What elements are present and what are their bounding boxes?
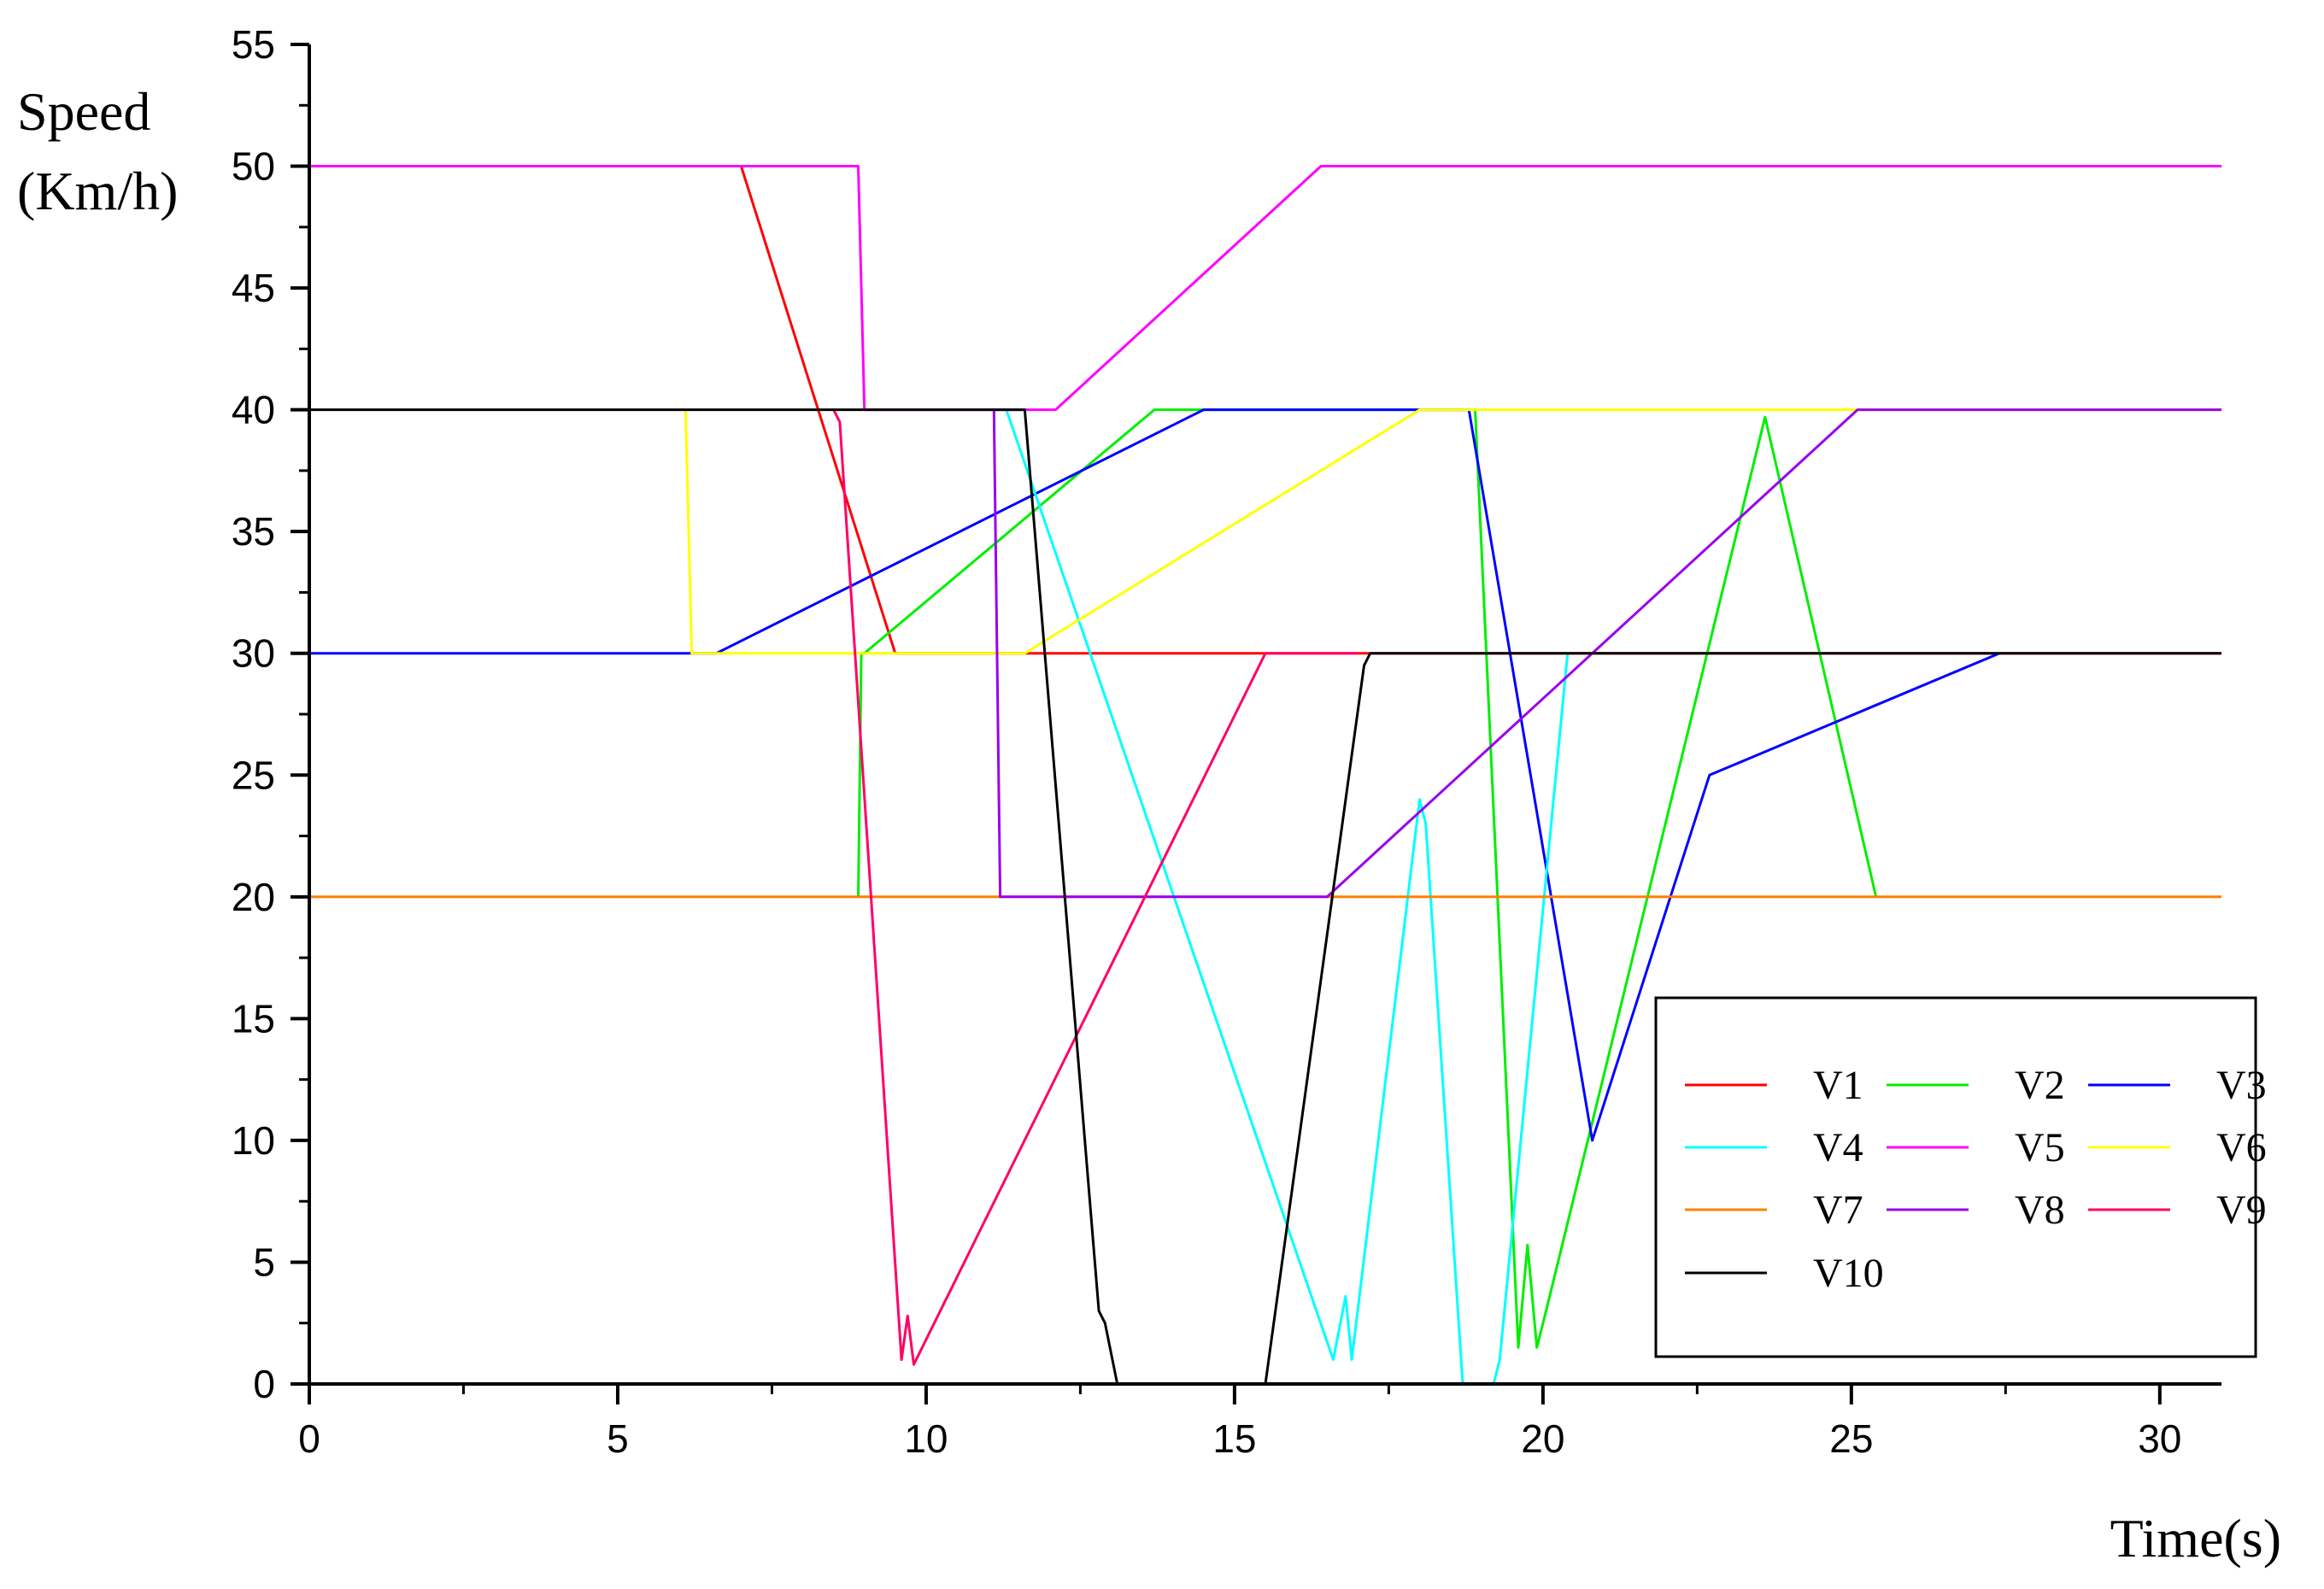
x-tick-label: 15 [1212, 1416, 1256, 1461]
y-tick-label: 10 [232, 1118, 275, 1163]
legend-label-v5: V5 [2015, 1125, 2065, 1170]
y-tick-label: 15 [232, 996, 275, 1041]
y-tick-label: 45 [232, 266, 275, 310]
axes-layer: 0 5 10 15 20 25 30 0 5 10 15 20 25 30 35 40 45 50 55 [232, 22, 2221, 1461]
legend-label-v1: V1 [1813, 1063, 1863, 1108]
legend: V1 V2 V3 V4 V5 V6 V7 V8 V9 V10 [1654, 996, 2267, 1358]
legend-box [1654, 996, 2257, 1358]
x-tick-label: 20 [1521, 1416, 1564, 1461]
y-tick-label: 50 [232, 144, 275, 189]
y-tick-label: 20 [232, 875, 275, 919]
y-axis-title-line1: Speed [17, 81, 150, 142]
legend-label-v10: V10 [1813, 1251, 1884, 1296]
series-line-v4 [1005, 409, 1570, 1386]
series-line-v5 [309, 165, 2221, 412]
y-tick-label: 40 [232, 388, 275, 432]
y-tick-label: 30 [232, 631, 275, 676]
legend-label-v6: V6 [2216, 1125, 2267, 1170]
legend-label-v3: V3 [2216, 1063, 2267, 1108]
x-tick-label: 5 [607, 1416, 629, 1461]
x-tick-label: 30 [2138, 1416, 2181, 1461]
y-tick-label: 55 [232, 22, 275, 67]
legend-label-v4: V4 [1813, 1125, 1863, 1170]
x-tick-label: 10 [904, 1416, 948, 1461]
y-tick-label: 5 [253, 1240, 275, 1284]
series-line-v8 [992, 408, 2221, 899]
legend-label-v8: V8 [2015, 1187, 2065, 1233]
legend-label-v2: V2 [2015, 1063, 2065, 1108]
series-line-v6 [684, 408, 2221, 655]
y-tick-label: 35 [232, 509, 275, 554]
series-line-v9 [832, 408, 1359, 1366]
x-axis-title: Time(s) [2110, 1508, 2281, 1568]
legend-label-v9: V9 [2216, 1187, 2267, 1233]
legend-label-v7: V7 [1813, 1187, 1863, 1233]
x-tick-label: 0 [298, 1416, 320, 1461]
y-tick-label: 0 [253, 1362, 275, 1406]
x-tick-label: 25 [1829, 1416, 1873, 1461]
y-axis-title-line2: (Km/h) [17, 161, 178, 221]
y-tick-label: 25 [232, 753, 275, 797]
series-layer [309, 165, 2221, 1386]
